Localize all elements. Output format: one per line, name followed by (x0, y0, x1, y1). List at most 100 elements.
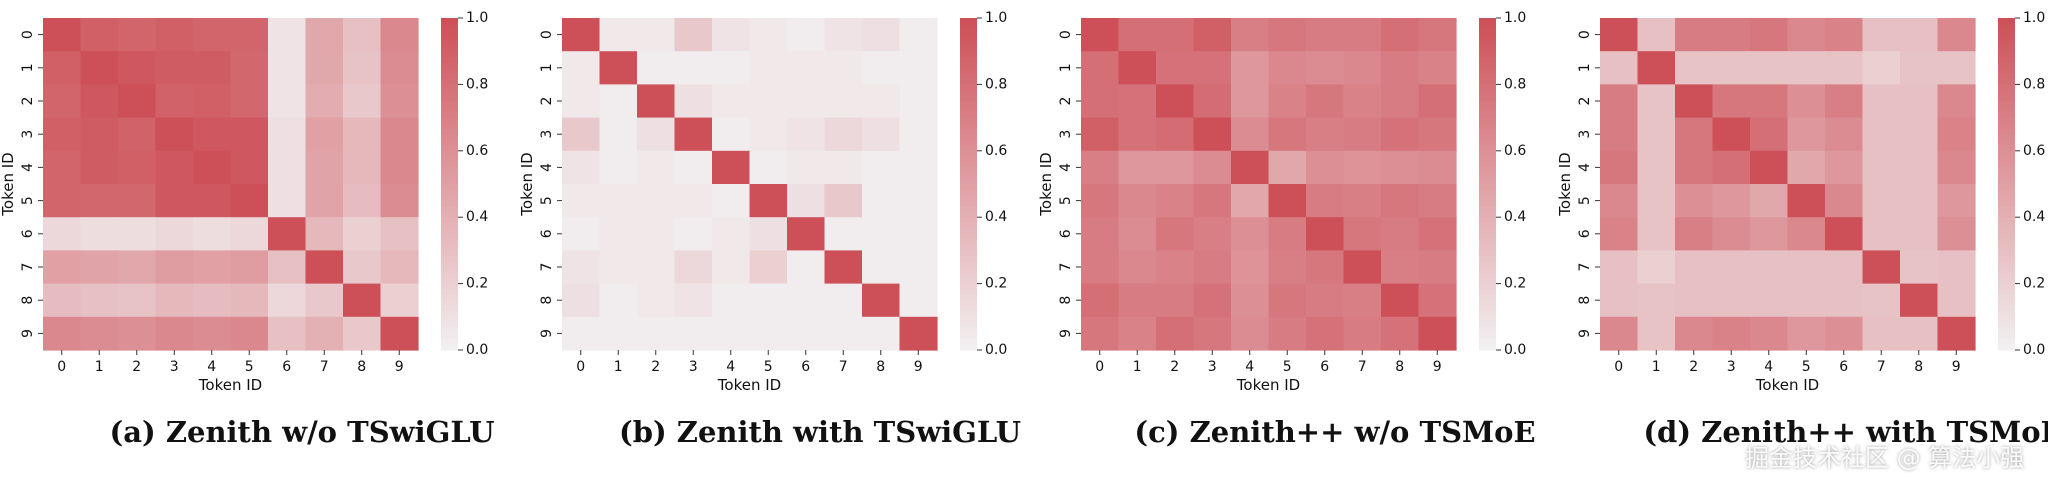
colorbar-segment (441, 172, 458, 180)
colorbar-segment (1998, 233, 2015, 240)
heatmap-cell-6-1 (80, 217, 119, 251)
heatmap-cell-3-2 (1675, 117, 1714, 152)
colorbar-segment (960, 338, 977, 346)
y-tick-label: 0 (1058, 30, 1074, 39)
colorbar-segment (960, 333, 977, 340)
colorbar-segment (441, 322, 458, 329)
colorbar-segment (960, 233, 977, 240)
colorbar-segment (1479, 344, 1496, 351)
heatmap-cell-1-6 (1306, 51, 1345, 85)
heatmap-cell-9-1 (1637, 316, 1676, 351)
heatmap-cell-2-3 (674, 84, 713, 119)
colorbar-tick-label: 1.0 (985, 10, 1007, 26)
colorbar-segment (960, 189, 977, 196)
y-tick-label: 4 (1577, 163, 1593, 172)
colorbar-segment (1479, 139, 1496, 146)
colorbar-segment (441, 294, 458, 301)
colorbar-segment (1998, 51, 2015, 58)
heatmap-cell-5-9 (1418, 184, 1457, 218)
heatmap-cell-9-8 (1381, 316, 1420, 351)
heatmap-cell-1-9 (1418, 51, 1457, 85)
heatmap-cell-0-6 (268, 18, 307, 52)
colorbar-segment (1479, 222, 1496, 229)
heatmap-cell-3-9 (1937, 117, 1976, 152)
heatmap-panel-a: 0 1 2 3 4 5 6 7 8 9 0 1 2 3 4 5 6 7 8 9 Token ID Token ID 0.0 0… (0, 10, 488, 394)
colorbar-segment (1479, 255, 1496, 263)
heatmap-cell-1-0 (1081, 51, 1120, 85)
heatmap-cell-5-7 (1862, 184, 1901, 218)
colorbar-tick-label: 0.8 (466, 76, 488, 92)
heatmap-cell-3-0 (1600, 117, 1639, 152)
heatmap-cell-9-8 (343, 316, 382, 351)
heatmap-cell-7-8 (343, 250, 382, 285)
colorbar-segment (1998, 322, 2015, 329)
x-tick-label: 1 (95, 359, 104, 375)
colorbar-segment (441, 117, 458, 124)
heatmap-cell-7-7 (1343, 250, 1382, 285)
colorbar-segment (441, 289, 458, 296)
x-tick-label: 5 (1802, 359, 1811, 375)
x-tick-label: 4 (726, 359, 735, 375)
y-tick-label: 0 (539, 30, 555, 39)
x-tick-label: 9 (1952, 359, 1961, 375)
heatmap-cell-3-9 (380, 117, 419, 152)
heatmap-cell-0-7 (824, 18, 863, 52)
heatmap-cell-2-9 (899, 84, 938, 119)
colorbar-segment (441, 89, 458, 97)
heatmap-cell-9-0 (1600, 316, 1639, 351)
heatmap-cell-7-8 (862, 250, 901, 285)
heatmap-cell-6-1 (1637, 217, 1676, 251)
heatmap-cell-6-9 (899, 217, 938, 251)
colorbar-segment (1479, 200, 1496, 207)
heatmap-cell-6-0 (562, 217, 601, 251)
x-tick-label: 0 (576, 359, 585, 375)
x-tick-label: 7 (1877, 359, 1886, 375)
heatmap-cell-9-2 (637, 316, 676, 351)
heatmap-cell-9-1 (599, 316, 638, 351)
heatmap-cell-3-9 (899, 117, 938, 152)
heatmap-cell-1-7 (305, 51, 344, 85)
colorbar-segment (441, 217, 458, 224)
colorbar-segment (960, 150, 977, 157)
heatmap-cell-3-2 (1156, 117, 1195, 152)
heatmap-cell-5-3 (1193, 184, 1232, 218)
heatmap-cell-1-2 (637, 51, 676, 85)
colorbar-segment (1998, 311, 2015, 318)
colorbar-segment (1479, 134, 1496, 141)
heatmap-cell-6-3 (155, 217, 194, 251)
heatmap-cell-3-7 (1343, 117, 1382, 152)
heatmap-cell-1-6 (268, 51, 307, 85)
colorbar-segment (441, 244, 458, 251)
colorbar-segment (1479, 178, 1496, 185)
colorbar-segment (1998, 62, 2015, 69)
x-tick-label: 7 (1358, 359, 1367, 375)
heatmap-cell-5-1 (1118, 184, 1157, 218)
colorbar-segment (960, 200, 977, 207)
colorbar-segment (960, 195, 977, 202)
heatmap-cell-2-4 (1750, 84, 1789, 119)
colorbar-segment (441, 45, 458, 52)
heatmap-cell-7-0 (1600, 250, 1639, 285)
heatmap-cell-2-5 (230, 84, 269, 119)
heatmap-cell-0-4 (1231, 18, 1270, 52)
heatmap-cell-6-9 (1418, 217, 1457, 251)
heatmap-cell-3-6 (1306, 117, 1345, 152)
colorbar-segment (1998, 40, 2015, 47)
heatmap-cell-7-1 (1637, 250, 1676, 285)
y-tick-label: 6 (1058, 229, 1074, 238)
heatmap-cell-2-7 (1862, 84, 1901, 119)
colorbar-segment (1479, 150, 1496, 157)
heatmap-cell-8-5 (230, 283, 269, 318)
colorbar-tick-label: 0.4 (985, 209, 1007, 225)
heatmap-cell-3-8 (343, 117, 382, 152)
heatmap-cell-8-4 (193, 283, 232, 318)
heatmap-cell-9-8 (1900, 316, 1939, 351)
y-tick-label: 8 (1058, 296, 1074, 305)
y-tick-label: 9 (1058, 329, 1074, 338)
colorbar-segment (441, 34, 458, 41)
heatmap-cell-5-4 (712, 184, 751, 218)
heatmap-cell-9-4 (712, 316, 751, 351)
heatmap-cell-5-8 (343, 184, 382, 218)
colorbar-segment (1998, 244, 2015, 251)
x-tick-label: 6 (282, 359, 291, 375)
